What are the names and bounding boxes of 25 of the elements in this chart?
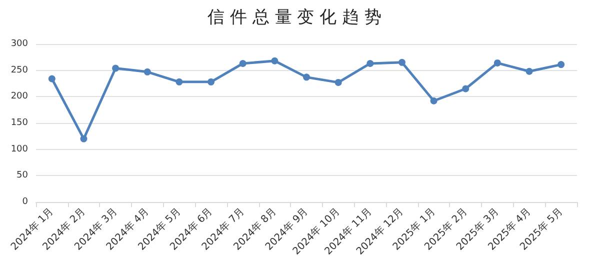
- point: [430, 97, 438, 104]
- y-tick-label: 250: [10, 65, 28, 76]
- point: [239, 60, 246, 67]
- point: [271, 57, 278, 64]
- y-tick-label: 300: [10, 39, 28, 49]
- y-tick-label: 50: [16, 170, 28, 181]
- point: [334, 78, 342, 86]
- point: [80, 135, 88, 142]
- point: [112, 64, 120, 72]
- y-tick-label: 100: [10, 144, 28, 154]
- y-tick-label: 0: [22, 197, 28, 207]
- point: [526, 68, 533, 75]
- y-tick-label: 200: [10, 92, 28, 102]
- point: [303, 74, 310, 81]
- point: [558, 61, 565, 68]
- point: [176, 78, 183, 86]
- point: [48, 75, 56, 82]
- chart-title: 信 件 总 量 变 化 趋 势: [208, 8, 382, 28]
- point: [462, 85, 470, 92]
- point: [366, 60, 374, 67]
- y-tick-label: 150: [10, 118, 28, 128]
- point: [208, 78, 215, 86]
- point: [398, 58, 406, 66]
- point: [494, 59, 501, 66]
- point: [144, 68, 151, 76]
